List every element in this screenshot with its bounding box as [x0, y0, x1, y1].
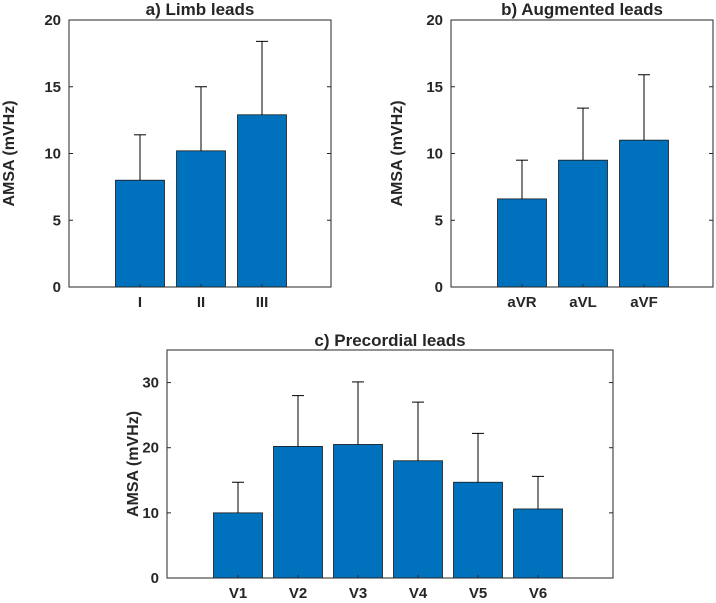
chart-title: c) Precordial leads	[314, 331, 465, 350]
y-tick-label: 5	[53, 212, 61, 229]
x-tick-label: V1	[229, 585, 247, 602]
plot-frame	[166, 349, 614, 579]
x-tick-label: II	[197, 294, 205, 311]
bar-v5	[453, 481, 503, 579]
x-tick-label: V3	[349, 585, 367, 602]
y-ticks: 0 5 10 15 20	[426, 12, 713, 296]
bar-v1	[213, 512, 263, 579]
error-bars	[516, 74, 650, 199]
chart-augmented-leads: 0 5 10 15 20 aVR aVL aVF b) Augmented leads AM…	[389, 0, 714, 311]
x-tick-label: III	[256, 294, 269, 311]
bars	[213, 444, 563, 579]
y-tick-label: 10	[426, 146, 443, 163]
y-tick-label: 0	[151, 570, 159, 587]
error-bars	[134, 40, 268, 181]
x-tick-label: aVL	[569, 294, 597, 311]
y-tick-label: 0	[435, 279, 443, 296]
y-tick-label: 20	[426, 12, 443, 29]
chart-title: b) Augmented leads	[501, 0, 663, 19]
bars	[115, 114, 287, 288]
x-tick-label: I	[138, 294, 142, 311]
x-tick-label: V6	[529, 585, 547, 602]
bar-iii	[237, 114, 287, 288]
y-tick-label: 15	[44, 79, 61, 96]
bar-avl	[558, 159, 608, 288]
bar-v2	[273, 446, 323, 579]
x-ticks: V1 V2 V3 V4 V5 V6	[229, 575, 547, 602]
x-tick-label: V2	[289, 585, 307, 602]
x-tick-label: aVF	[630, 294, 658, 311]
bar-ii	[176, 150, 226, 288]
x-tick-label: V5	[469, 585, 487, 602]
x-tick-label: aVR	[507, 294, 536, 311]
y-ticks: 0 5 10 15 20	[44, 12, 331, 296]
y-ticks: 0 10 20 30	[142, 375, 613, 587]
y-tick-label: 10	[44, 146, 61, 163]
y-tick-label: 30	[142, 375, 159, 392]
bar-avf	[619, 139, 669, 288]
y-tick-label: 20	[44, 12, 61, 29]
bar-i	[115, 179, 165, 288]
bars	[497, 139, 669, 288]
error-bars	[232, 381, 544, 513]
bar-v3	[333, 444, 383, 579]
y-axis-label: AMSA (mVHz)	[1, 100, 18, 206]
x-ticks: aVR aVL aVF	[507, 284, 658, 311]
y-axis-label: AMSA (mVHz)	[389, 100, 406, 206]
y-tick-label: 15	[426, 79, 443, 96]
y-axis-label: AMSA (mVHz)	[125, 411, 142, 517]
y-tick-label: 20	[142, 440, 159, 457]
y-tick-label: 10	[142, 505, 159, 522]
chart-title: a) Limb leads	[146, 0, 255, 19]
bar-v6	[513, 508, 563, 579]
x-tick-label: V4	[409, 585, 428, 602]
bar-v4	[393, 460, 443, 579]
bar-avr	[497, 198, 547, 288]
y-tick-label: 5	[435, 212, 443, 229]
y-tick-label: 0	[53, 279, 61, 296]
x-ticks: I II III	[138, 284, 268, 311]
chart-precordial-leads: 0 10 20 30 V1 V2 V3 V4 V5 V6 c) Precordial leads…	[125, 331, 614, 602]
